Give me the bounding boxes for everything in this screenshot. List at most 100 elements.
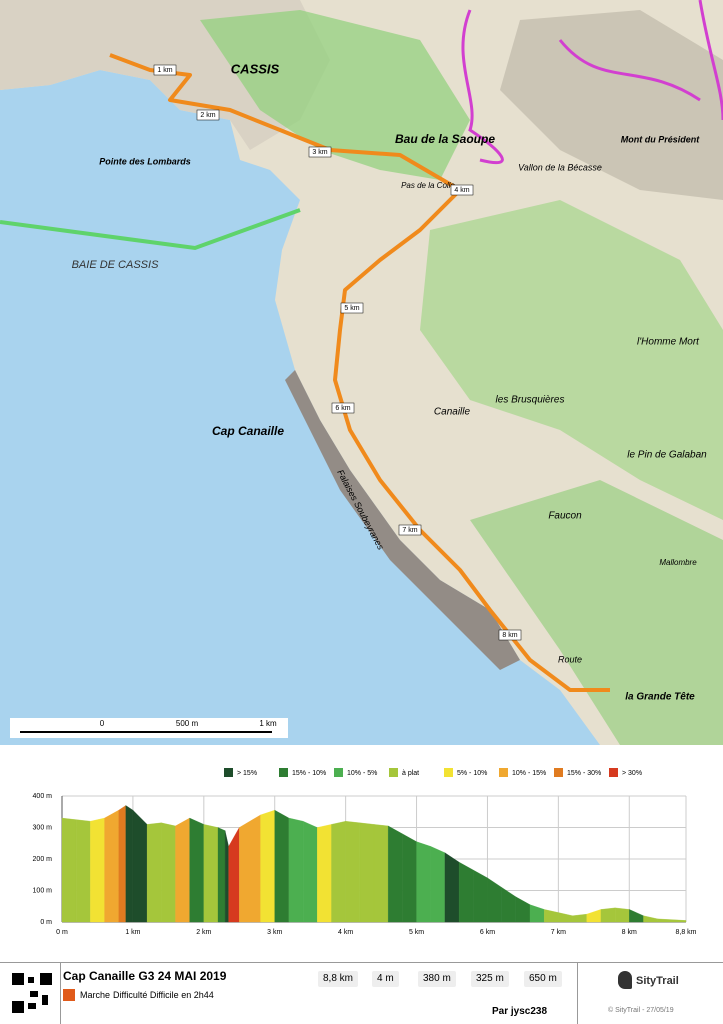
legend-swatch bbox=[499, 768, 508, 777]
elevation-segment bbox=[239, 814, 261, 923]
legend-label: 15% - 30% bbox=[567, 770, 601, 777]
elevation-segment bbox=[274, 809, 290, 923]
km-marker: 8 km bbox=[502, 632, 517, 639]
km-marker-bg bbox=[331, 402, 355, 414]
elevation-segment bbox=[175, 817, 190, 923]
vegetation bbox=[470, 480, 723, 745]
legend-swatch bbox=[444, 768, 453, 777]
elevation-segment bbox=[125, 805, 134, 923]
elevation-segment bbox=[444, 852, 460, 923]
scale-bar-bg bbox=[10, 718, 288, 738]
x-tick-label: 1 km bbox=[125, 929, 140, 936]
elevation-segment bbox=[558, 912, 573, 923]
y-tick-label: 300 m bbox=[33, 824, 53, 831]
legend-swatch bbox=[609, 768, 618, 777]
elevation-segment bbox=[104, 809, 119, 923]
legend-swatch bbox=[554, 768, 563, 777]
km-marker-bg bbox=[308, 146, 332, 158]
elevation-segment bbox=[515, 896, 531, 923]
x-tick-label: 2 km bbox=[196, 929, 211, 936]
brand-logo bbox=[618, 971, 632, 989]
boundary bbox=[0, 208, 301, 251]
elevation-segment bbox=[388, 825, 403, 923]
legend-swatch bbox=[279, 768, 288, 777]
vegetation bbox=[420, 200, 723, 520]
place-label: BAIE DE CASSIS bbox=[72, 259, 159, 271]
elevation-segment bbox=[118, 805, 126, 923]
activity: Marche bbox=[80, 990, 111, 1000]
stat: 8,8 km bbox=[318, 971, 359, 987]
km-marker-bg bbox=[398, 524, 422, 536]
km-marker: 6 km bbox=[335, 405, 350, 412]
path-other bbox=[461, 0, 723, 165]
activity-icon bbox=[63, 989, 75, 1001]
legend-swatch bbox=[389, 768, 398, 777]
x-tick-label: 8 km bbox=[622, 929, 637, 936]
x-tick-label: 3 km bbox=[267, 929, 282, 936]
elevation-segment bbox=[331, 821, 346, 923]
elevation-segment bbox=[529, 904, 545, 923]
x-tick-label: 7 km bbox=[551, 929, 566, 936]
elevation-segment bbox=[600, 907, 616, 923]
elevation-segment bbox=[359, 822, 375, 923]
stat: 325 m bbox=[471, 971, 509, 987]
elevation-segment bbox=[146, 822, 162, 923]
elevation-segment bbox=[228, 826, 240, 923]
place-label: Faucon bbox=[548, 511, 582, 522]
scale-label: 0 bbox=[100, 719, 105, 728]
km-marker-bg bbox=[153, 64, 177, 76]
legend-swatch bbox=[334, 768, 343, 777]
legend-label: > 15% bbox=[237, 770, 257, 777]
km-marker: 5 km bbox=[344, 305, 359, 312]
footer: Cap Canaille G3 24 MAI 2019 Marche Diffi… bbox=[0, 962, 723, 1024]
map: CASSIS Pointe des Lombards BAIE DE CASSIS C… bbox=[0, 0, 723, 745]
stat: 380 m bbox=[418, 971, 456, 987]
y-tick-label: 200 m bbox=[33, 856, 53, 863]
elevation-segment bbox=[203, 824, 219, 923]
author: Par jysc238 bbox=[492, 1006, 548, 1017]
y-tick-label: 400 m bbox=[33, 793, 53, 800]
x-tick-label: 0 m bbox=[56, 929, 68, 936]
cliff bbox=[285, 370, 520, 670]
trail bbox=[109, 53, 610, 692]
vegetation bbox=[200, 10, 470, 180]
elevation-segment bbox=[586, 909, 602, 923]
place-label: Canaille bbox=[434, 407, 471, 418]
place-label: CASSIS bbox=[231, 61, 280, 76]
place-label: l'Homme Mort bbox=[637, 337, 700, 348]
elevation-segment bbox=[345, 821, 360, 923]
legend-swatch bbox=[224, 768, 233, 777]
place-label: les Brusquières bbox=[496, 395, 565, 406]
elevation-segment bbox=[132, 809, 148, 923]
legend-label: 10% - 5% bbox=[347, 770, 377, 777]
elevation-segment bbox=[402, 833, 417, 923]
elevation-segment bbox=[458, 861, 474, 923]
qr-code bbox=[12, 973, 52, 1013]
elevation-segment bbox=[657, 918, 687, 923]
scale-label: 500 m bbox=[176, 719, 199, 728]
elevation-segment bbox=[302, 820, 318, 923]
elevation-segment bbox=[572, 913, 587, 923]
place-label: Cap Canaille bbox=[212, 424, 284, 438]
place-label: le Pin de Galaban bbox=[627, 450, 707, 461]
place-label: Pointe des Lombards bbox=[99, 156, 191, 166]
elevation-segment bbox=[224, 830, 229, 923]
km-marker: 7 km bbox=[402, 527, 417, 534]
elevation-segment bbox=[61, 817, 77, 923]
elevation-segment bbox=[430, 846, 446, 923]
legend-label: > 30% bbox=[622, 770, 642, 777]
x-tick-label: 4 km bbox=[338, 929, 353, 936]
x-tick-label: 5 km bbox=[409, 929, 424, 936]
km-marker-bg bbox=[450, 184, 474, 196]
brand: SityTrail bbox=[636, 975, 679, 987]
track-title: Cap Canaille G3 24 MAI 2019 bbox=[63, 969, 227, 983]
stat: 4 m bbox=[372, 971, 399, 987]
place-label: Bau de la Saoupe bbox=[395, 132, 495, 146]
stat: 650 m bbox=[524, 971, 562, 987]
relief bbox=[500, 10, 723, 200]
legend-label: 10% - 15% bbox=[512, 770, 546, 777]
legend-label: 5% - 10% bbox=[457, 770, 487, 777]
km-marker: 2 km bbox=[200, 112, 215, 119]
legend-label: 15% - 10% bbox=[292, 770, 326, 777]
